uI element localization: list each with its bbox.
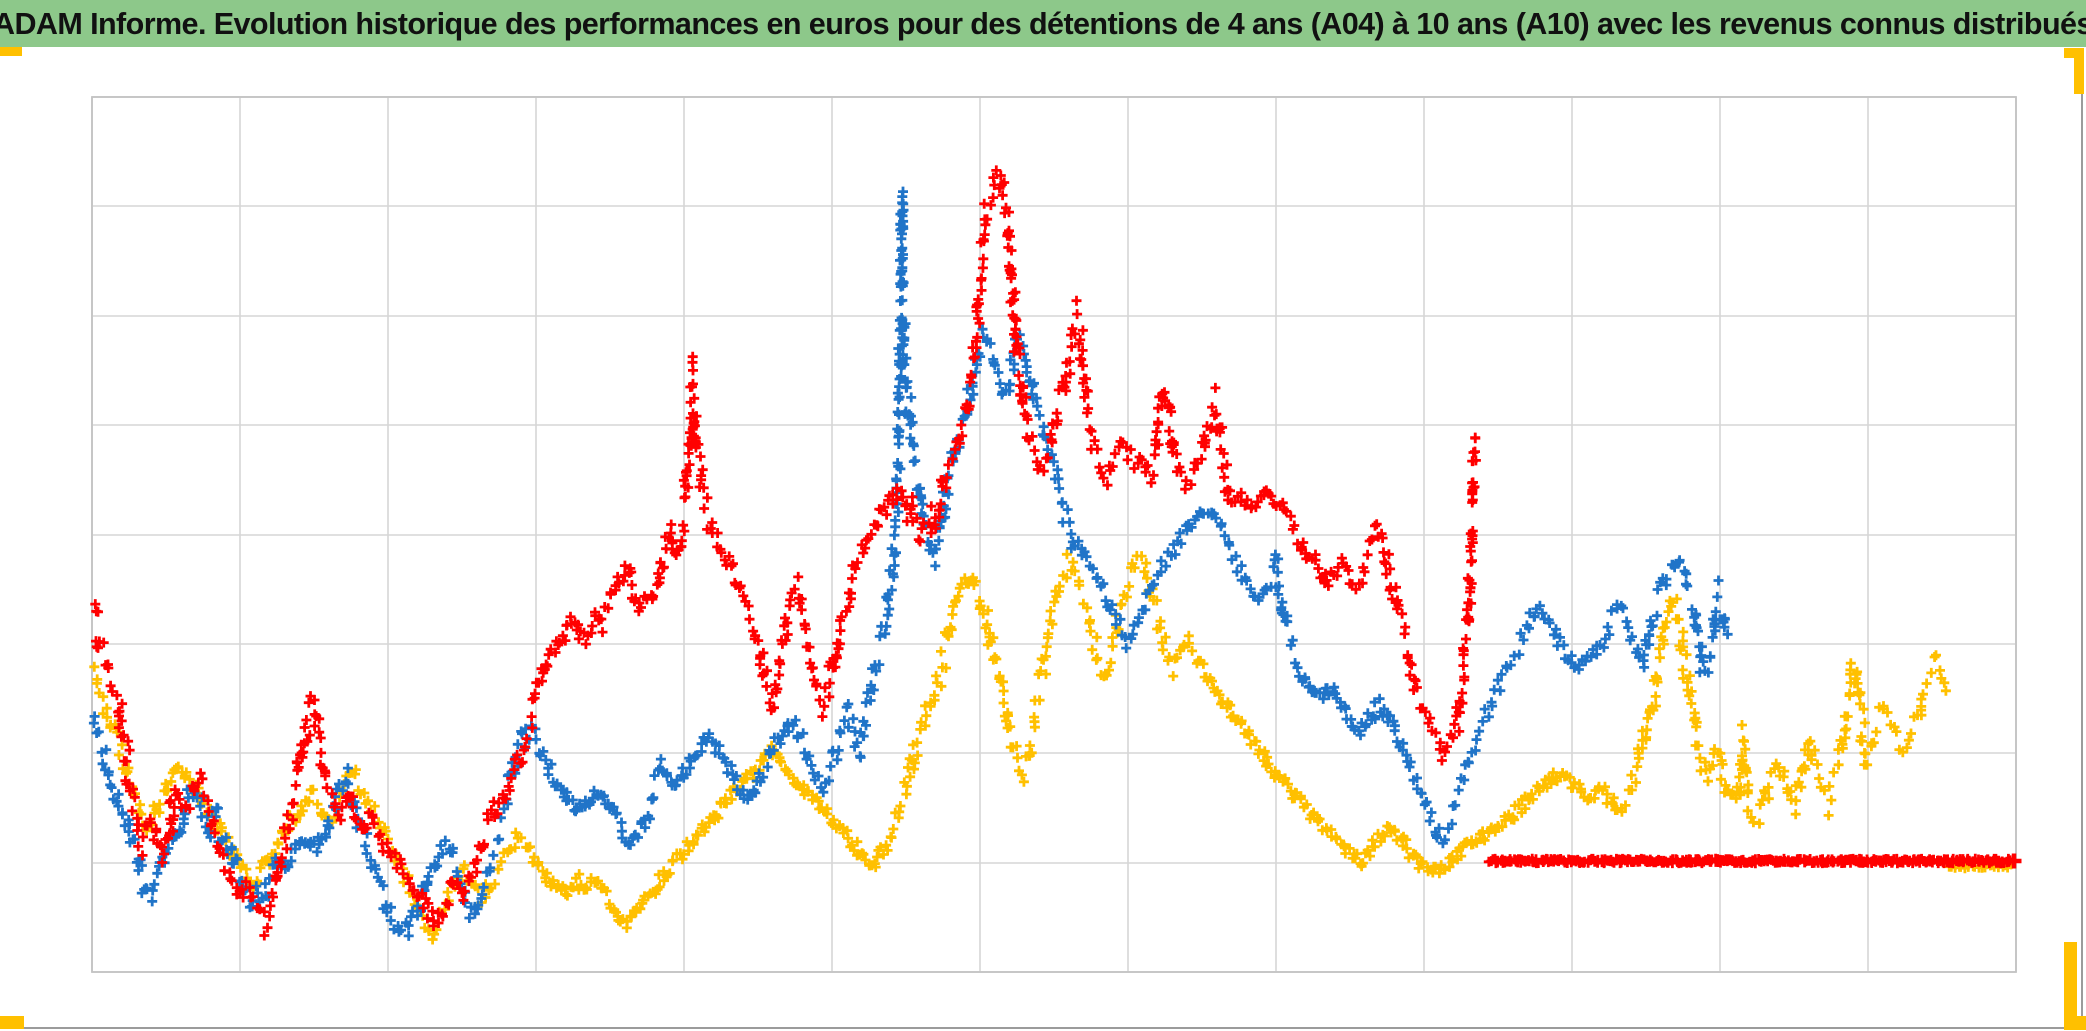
selection-handle-top-right-arm[interactable] bbox=[2074, 48, 2084, 94]
chart-title: ADAM Informe. Evolution historique des p… bbox=[0, 5, 2086, 41]
series-red-flat-terminal-line bbox=[1483, 853, 2015, 869]
series-gold-holding-series bbox=[89, 549, 1951, 945]
chart-title-bar: ADAM Informe. Evolution historique des p… bbox=[0, 0, 2086, 47]
selection-handle-bottom-right-arm[interactable] bbox=[2064, 1016, 2086, 1030]
plot-border bbox=[91, 96, 2017, 973]
selection-handle-bottom-left[interactable] bbox=[0, 1016, 24, 1029]
red-flat-line-end-marker bbox=[2006, 853, 2022, 869]
selection-handle-top-left[interactable] bbox=[0, 47, 22, 56]
window-right-edge-line bbox=[2081, 48, 2083, 1029]
window-bottom-edge-line bbox=[0, 1027, 2086, 1029]
series-red-holding-series bbox=[90, 165, 1481, 941]
selection-handle-bottom-right[interactable] bbox=[2064, 942, 2077, 1030]
